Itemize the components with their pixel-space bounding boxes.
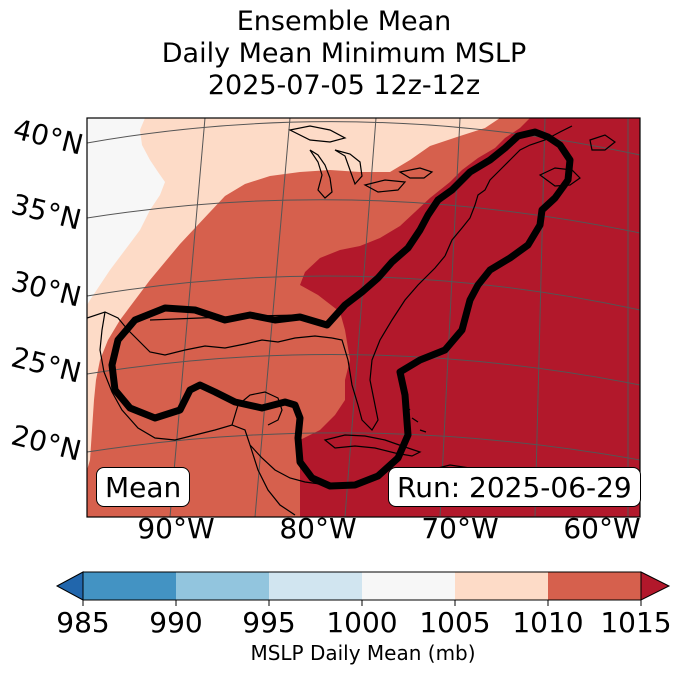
colorbar-segment-1010-1015 xyxy=(548,572,641,600)
colorbar-segment-990-995 xyxy=(176,572,269,600)
colorbar-segment-1005-1010 xyxy=(455,572,548,600)
colorbar-label: MSLP Daily Mean (mb) xyxy=(250,641,476,665)
colorbar-segment-995-1000 xyxy=(269,572,362,600)
colorbar-tick-995: 995 xyxy=(242,606,296,639)
pressure-fill-1005-1010 xyxy=(87,118,500,470)
colorbar-tick-985: 985 xyxy=(56,606,110,639)
colorbar-tick-990: 990 xyxy=(149,606,203,639)
map-frame xyxy=(86,117,641,518)
title-line-3: 2025-07-05 12z-12z xyxy=(207,70,481,101)
colorbar-tick-1005: 1005 xyxy=(419,606,491,639)
pressure-fill-1000-1005 xyxy=(87,118,165,305)
title-line-2: Daily Mean Minimum MSLP xyxy=(161,38,527,69)
colorbar-tick-1015: 1015 xyxy=(600,606,672,639)
colorbar-high-arrow xyxy=(640,571,671,601)
lon-label-90w: 90°W xyxy=(137,512,215,545)
latitude-gridlines xyxy=(87,121,640,461)
ensemble-mean-contour xyxy=(108,128,574,490)
colorbar-segment-1000-1005 xyxy=(362,572,455,600)
run-date-box: Run: 2025-06-29 xyxy=(388,467,641,507)
colorbar-low-arrow xyxy=(55,571,84,601)
colorbar-segment-985-990 xyxy=(83,572,176,600)
colorbar-tick-1010: 1010 xyxy=(512,606,584,639)
lon-label-70w: 70°W xyxy=(421,512,499,545)
colorbar xyxy=(55,571,671,606)
lon-label-80w: 80°W xyxy=(279,512,357,545)
title-line-1: Ensemble Mean xyxy=(236,6,452,37)
mean-label-box: Mean xyxy=(96,467,191,507)
lon-label-60w: 60°W xyxy=(563,512,641,545)
colorbar-tick-1000: 1000 xyxy=(326,606,398,639)
map-area xyxy=(87,118,640,517)
